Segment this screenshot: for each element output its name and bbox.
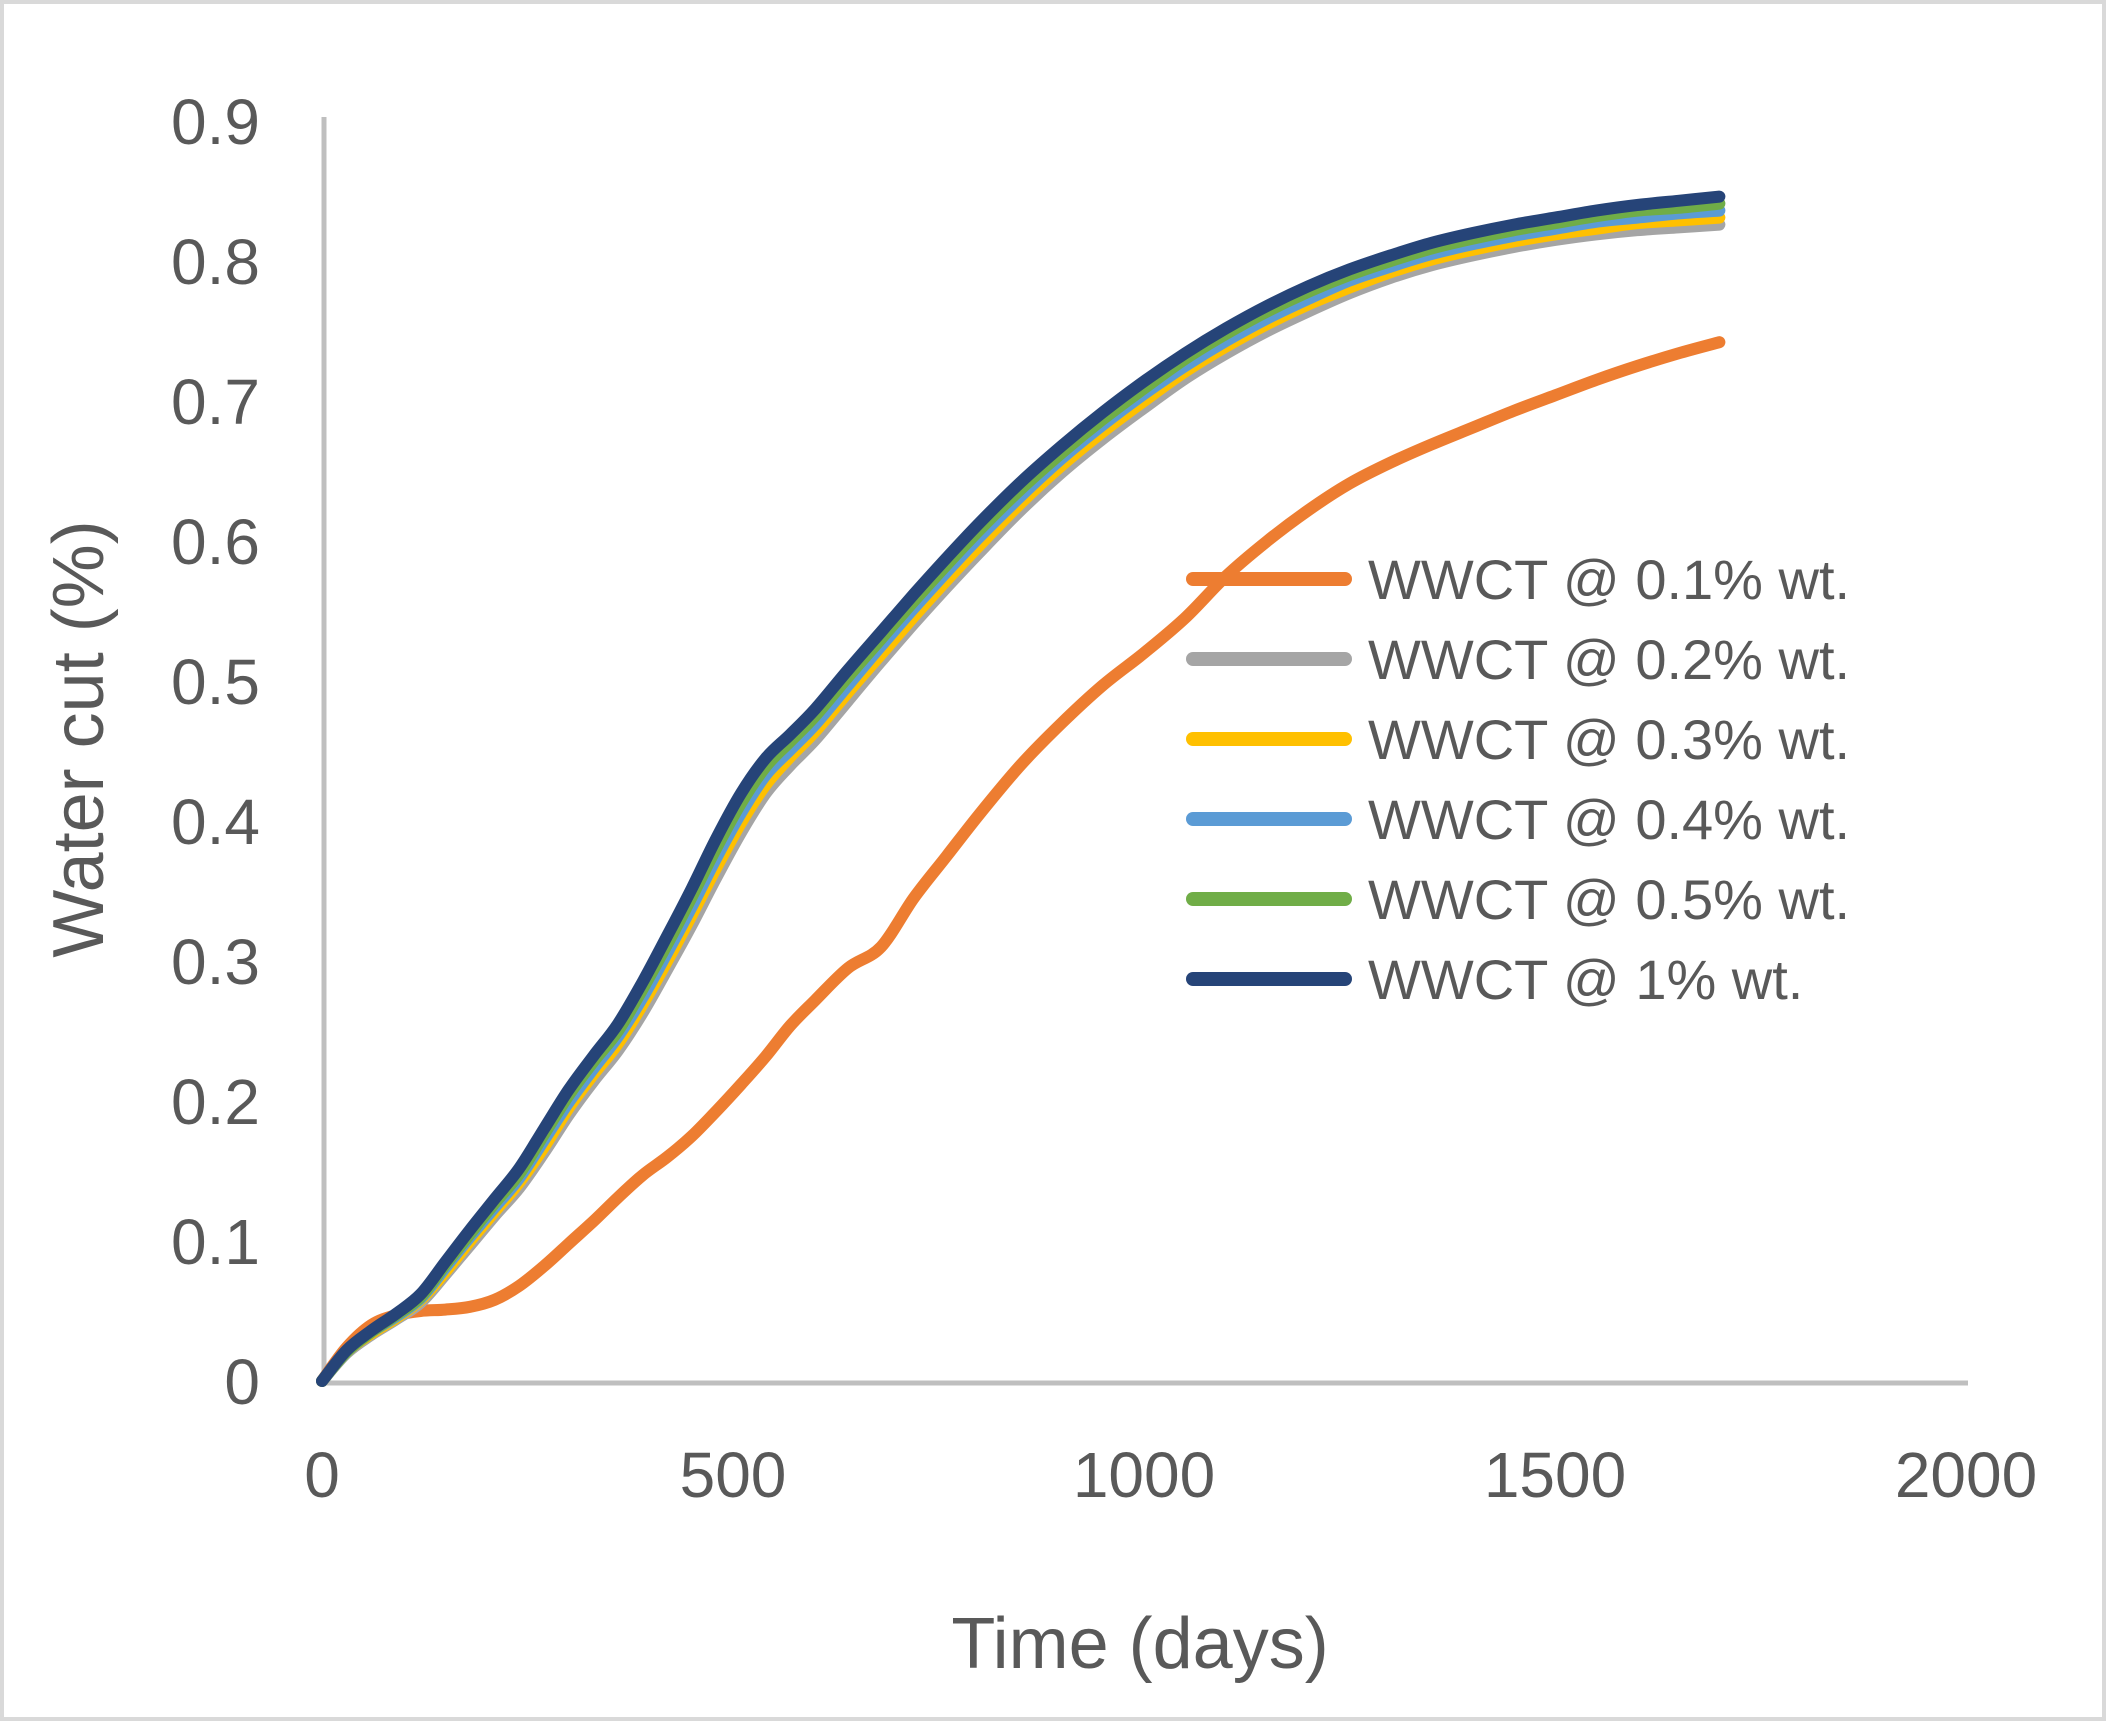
x-tick-label: 1500 — [1484, 1439, 1626, 1511]
y-tick-label: 0.7 — [171, 366, 260, 438]
legend-item: WWCT @ 1% wt. — [1186, 939, 1850, 1019]
legend-swatch — [1186, 972, 1352, 986]
legend-label: WWCT @ 0.4% wt. — [1368, 787, 1851, 851]
legend-item: WWCT @ 0.5% wt. — [1186, 859, 1850, 939]
legend-item: WWCT @ 0.2% wt. — [1186, 619, 1850, 699]
legend-label: WWCT @ 0.1% wt. — [1368, 547, 1851, 611]
legend-item: WWCT @ 0.1% wt. — [1186, 539, 1850, 619]
chart-plot: 0 0.1 0.2 0.3 0.4 0.5 0.6 0.7 0.8 0.9 0 500 1000 1500… — [171, 86, 2037, 1511]
legend-swatch — [1186, 812, 1352, 826]
y-tick-label: 0.2 — [171, 1066, 260, 1138]
x-axis-title: Time (days) — [951, 1604, 1329, 1684]
y-tick-label: 0.1 — [171, 1206, 260, 1278]
legend-swatch — [1186, 652, 1352, 666]
legend-swatch — [1186, 732, 1352, 746]
legend-swatch — [1186, 572, 1352, 586]
legend-item: WWCT @ 0.4% wt. — [1186, 779, 1850, 859]
legend-label: WWCT @ 1% wt. — [1368, 947, 1804, 1011]
legend-swatch — [1186, 892, 1352, 906]
y-tick-label: 0.5 — [171, 646, 260, 718]
y-tick-label: 0 — [224, 1346, 260, 1418]
x-tick-label: 1000 — [1073, 1439, 1215, 1511]
legend-label: WWCT @ 0.5% wt. — [1368, 867, 1851, 931]
series-line-0 — [316, 336, 1726, 1387]
x-tick-label: 0 — [304, 1439, 340, 1511]
y-tick-label: 0.9 — [171, 86, 260, 158]
y-tick-label: 0.4 — [171, 786, 260, 858]
y-tick-label: 0.8 — [171, 226, 260, 298]
legend-label: WWCT @ 0.3% wt. — [1368, 707, 1851, 771]
legend: WWCT @ 0.1% wt. WWCT @ 0.2% wt. WWCT @ 0.3… — [1186, 539, 1850, 1019]
legend-label: WWCT @ 0.2% wt. — [1368, 627, 1851, 691]
series-line-5 — [316, 190, 1726, 1387]
x-tick-label: 500 — [680, 1439, 787, 1511]
x-tick-label: 2000 — [1895, 1439, 2037, 1511]
y-tick-label: 0.3 — [171, 926, 260, 998]
y-tick-label: 0.6 — [171, 506, 260, 578]
legend-item: WWCT @ 0.3% wt. — [1186, 699, 1850, 779]
y-axis-title: Water cut (%) — [39, 520, 119, 958]
